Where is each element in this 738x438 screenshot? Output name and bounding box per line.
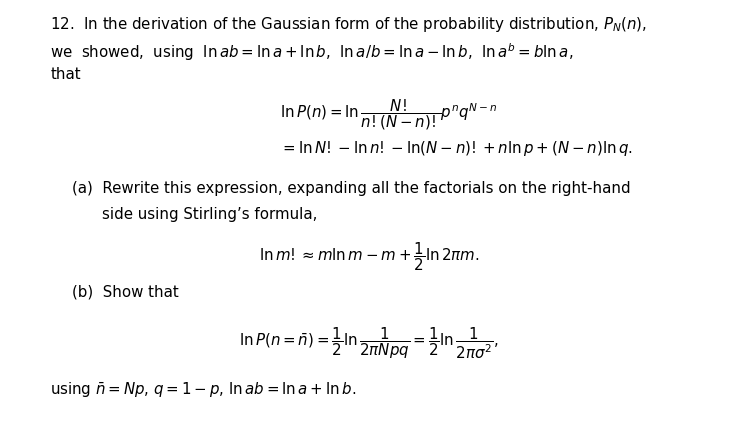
Text: 12.  In the derivation of the Gaussian form of the probability distribution, $P_: 12. In the derivation of the Gaussian fo… bbox=[50, 15, 647, 34]
Text: using $\bar{n} = Np$, $q = 1 - p$, $\ln ab = \ln a + \ln b$.: using $\bar{n} = Np$, $q = 1 - p$, $\ln … bbox=[50, 380, 356, 399]
Text: side using Stirling’s formula,: side using Stirling’s formula, bbox=[102, 207, 317, 222]
Text: (b)  Show that: (b) Show that bbox=[72, 284, 179, 299]
Text: that: that bbox=[50, 67, 80, 82]
Text: (a)  Rewrite this expression, expanding all the factorials on the right-hand: (a) Rewrite this expression, expanding a… bbox=[72, 180, 631, 195]
Text: $\ln P(n=\bar{n}) = \dfrac{1}{2}\ln\dfrac{1}{2\pi Npq} = \dfrac{1}{2}\ln\dfrac{1: $\ln P(n=\bar{n}) = \dfrac{1}{2}\ln\dfra… bbox=[239, 325, 499, 360]
Text: $= \ln N! - \ln n! - \ln(N-n)! + n\ln p + (N-n)\ln q.$: $= \ln N! - \ln n! - \ln(N-n)! + n\ln p … bbox=[280, 139, 633, 158]
Text: $\ln m! \approx m\ln m - m + \dfrac{1}{2}\ln 2\pi m.$: $\ln m! \approx m\ln m - m + \dfrac{1}{2… bbox=[258, 240, 480, 272]
Text: we  showed,  using  $\ln ab = \ln a + \ln b$,  $\ln a/b = \ln a - \ln b$,  $\ln : we showed, using $\ln ab = \ln a + \ln b… bbox=[50, 42, 573, 63]
Text: $\ln P(n) = \ln\dfrac{N!}{n!(N-n)!}p^n q^{N-n}$: $\ln P(n) = \ln\dfrac{N!}{n!(N-n)!}p^n q… bbox=[280, 97, 497, 132]
